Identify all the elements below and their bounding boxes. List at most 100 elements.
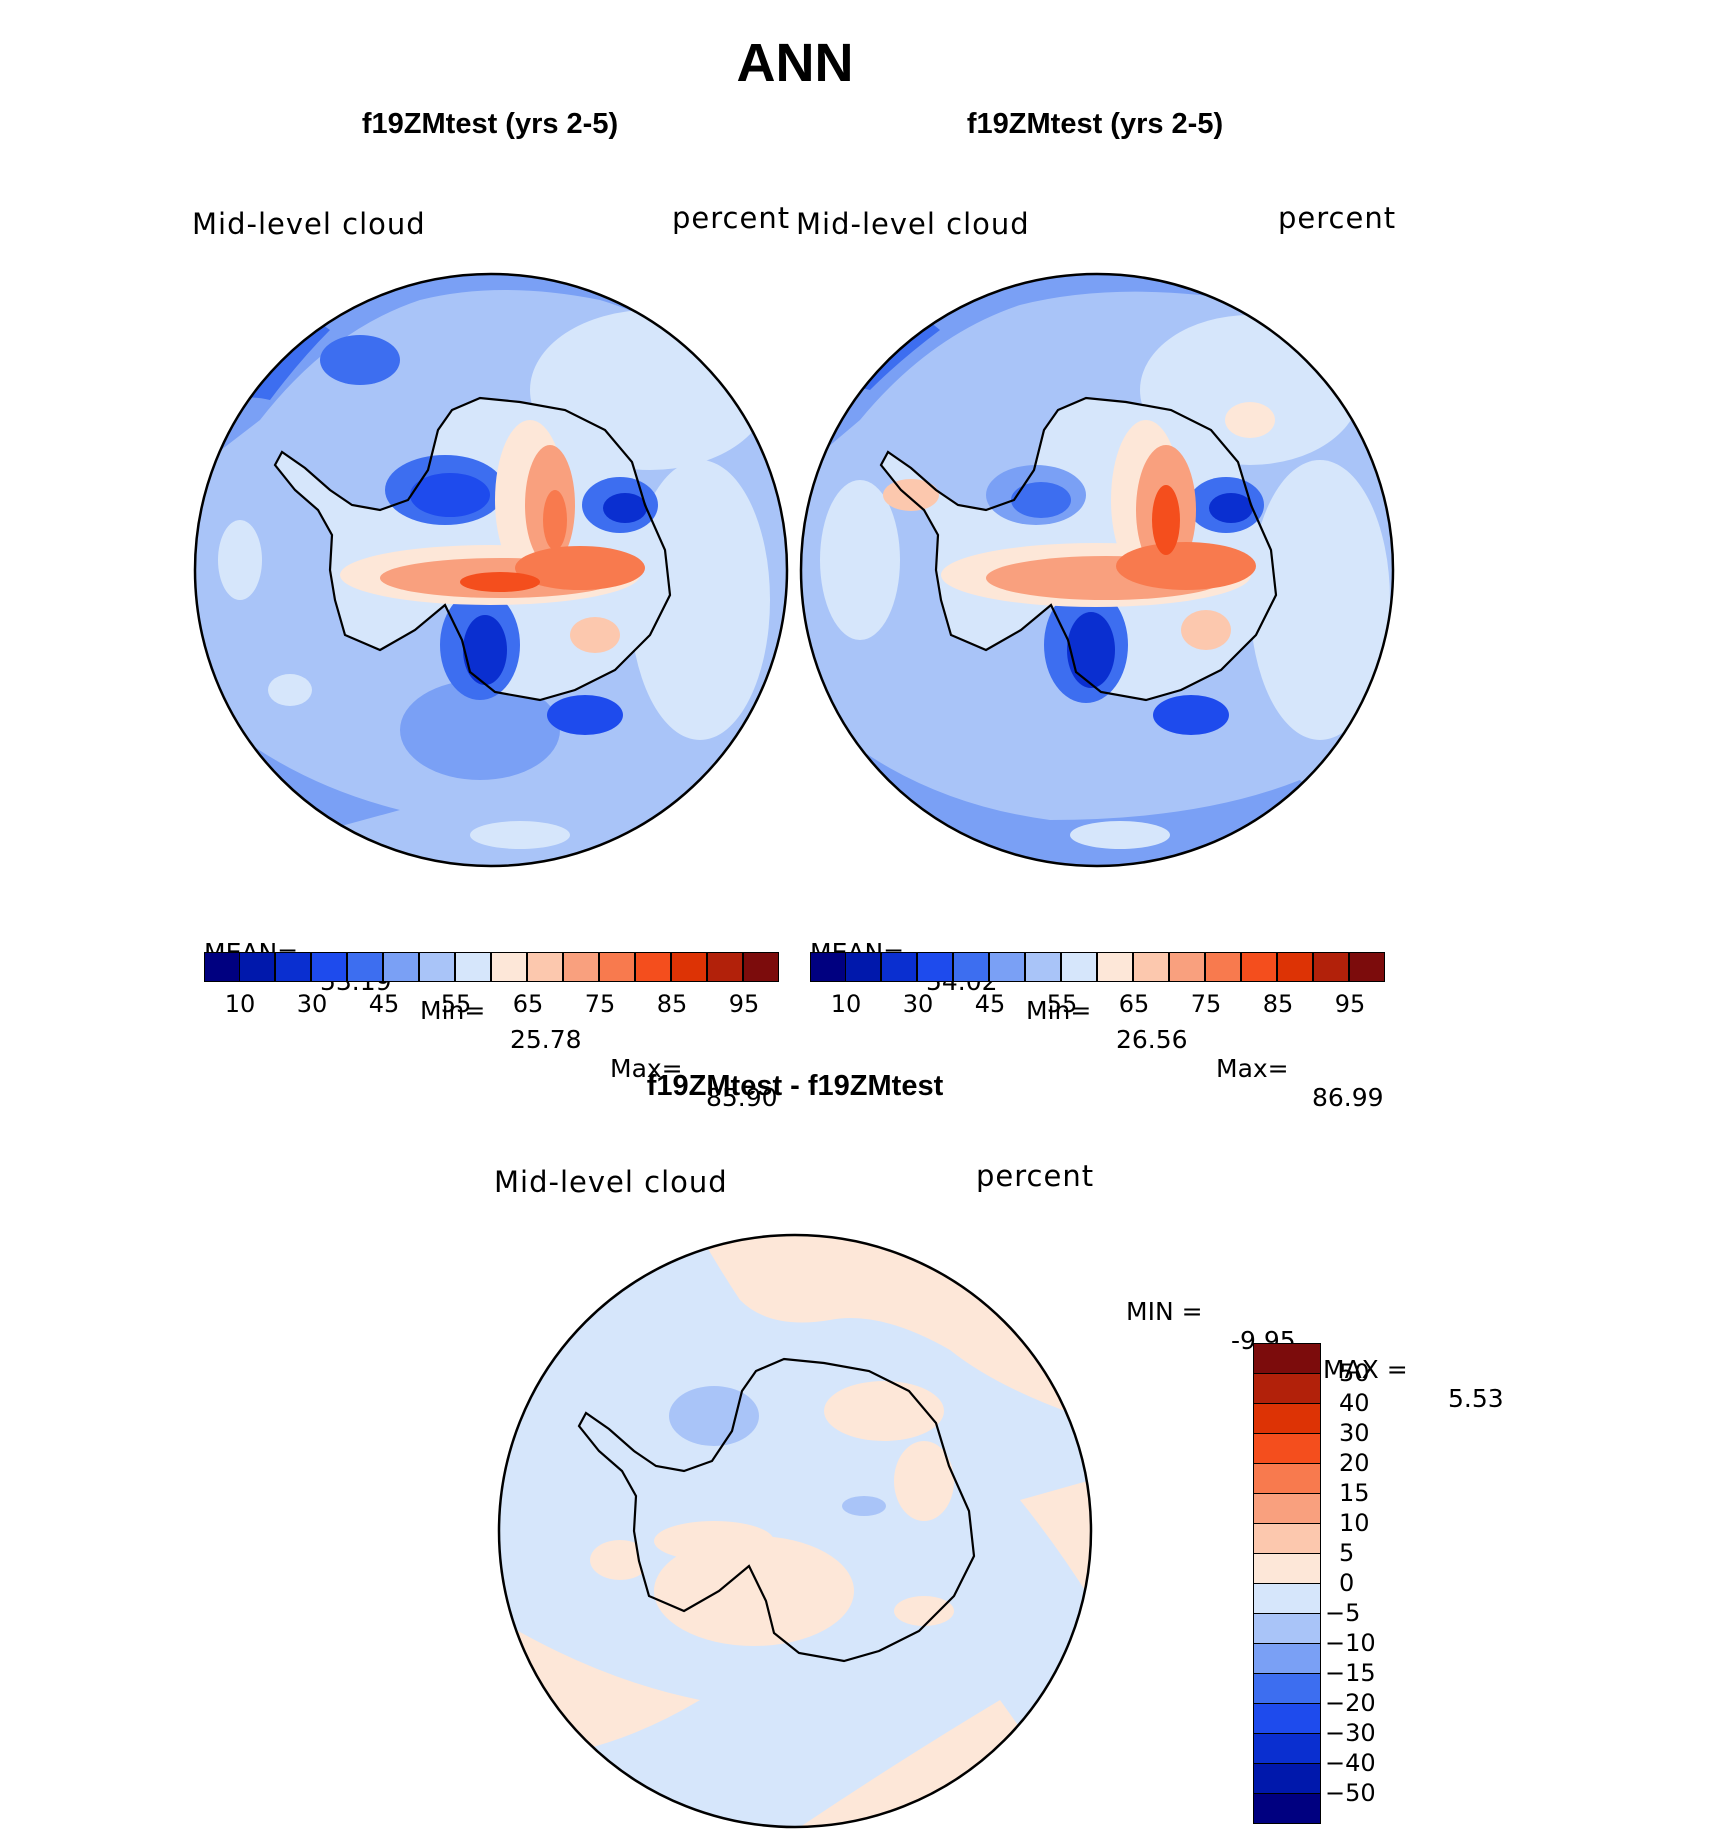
colorbar-swatch <box>635 952 671 982</box>
colorbar-swatch <box>204 952 240 982</box>
panel2-min-label: Min= <box>1026 996 1092 1025</box>
colorbar-tick-label: 85 <box>1262 990 1294 1018</box>
colorbar-tick-label: −30 <box>1325 1719 1376 1747</box>
colorbar-swatch <box>845 952 881 982</box>
panel1-max-label: Max= <box>610 1054 683 1083</box>
colorbar-tick-label: 0 <box>1339 1569 1355 1597</box>
colorbar-swatch <box>1253 1763 1321 1794</box>
panel1-variable-label: Mid-level cloud <box>192 207 426 241</box>
panel2-max-value: 86.99 <box>1312 1083 1384 1112</box>
colorbar-swatch <box>707 952 743 982</box>
colorbar-tick-label: 45 <box>974 990 1006 1018</box>
colorbar-panel3-ticks: 50 40 30 20 15 10 5 0 −5 −10 −15 −20 −30 −40 −50 <box>1325 1343 1405 1823</box>
colorbar-swatch <box>1097 952 1133 982</box>
colorbar-swatch <box>1253 1673 1321 1704</box>
colorbar-swatch <box>1253 1343 1321 1374</box>
colorbar-tick-label: 45 <box>368 990 400 1018</box>
colorbar-swatch <box>275 952 311 982</box>
colorbar-swatch <box>1253 1433 1321 1464</box>
colorbar-swatch <box>881 952 917 982</box>
colorbar-swatch <box>1313 952 1349 982</box>
panel3-max-label: MAX = <box>1323 1355 1408 1384</box>
page-title: ANN <box>736 33 854 93</box>
panel2-variable-label: Mid-level cloud <box>796 207 1030 241</box>
colorbar-swatch <box>1253 1703 1321 1734</box>
colorbar-tick-label: 10 <box>830 990 862 1018</box>
colorbar-panel3 <box>1253 1343 1321 1824</box>
colorbar-tick-label: 30 <box>296 990 328 1018</box>
colorbar-swatch <box>527 952 563 982</box>
colorbar-tick-label: 65 <box>512 990 544 1018</box>
colorbar-tick-label: 75 <box>584 990 616 1018</box>
colorbar-swatch <box>1253 1523 1321 1554</box>
panel2-title: f19ZMtest (yrs 2-5) <box>966 108 1224 140</box>
panel1-units-label: percent <box>672 201 791 235</box>
colorbar-swatch <box>311 952 347 982</box>
panel3-units-label: percent <box>976 1159 1095 1193</box>
colorbar-panel2 <box>810 952 1386 982</box>
colorbar-tick-label: 75 <box>1190 990 1222 1018</box>
colorbar-tick-label: 10 <box>1339 1509 1370 1537</box>
colorbar-swatch <box>347 952 383 982</box>
colorbar-swatch <box>1253 1583 1321 1614</box>
colorbar-tick-label: 55 <box>440 990 472 1018</box>
colorbar-tick-label: 40 <box>1339 1389 1370 1417</box>
colorbar-swatch <box>563 952 599 982</box>
colorbar-tick-label: 95 <box>728 990 760 1018</box>
colorbar-swatch <box>1025 952 1061 982</box>
colorbar-swatch <box>1253 1373 1321 1404</box>
colorbar-swatch <box>810 952 846 982</box>
panel1-min-label: Min= <box>420 996 486 1025</box>
colorbar-tick-label: 30 <box>902 990 934 1018</box>
colorbar-swatch <box>1253 1793 1321 1824</box>
colorbar-swatch <box>1349 952 1385 982</box>
colorbar-swatch <box>1253 1553 1321 1584</box>
map-panel3 <box>499 1235 1091 1827</box>
colorbar-swatch <box>1133 952 1169 982</box>
colorbar-tick-label: 10 <box>224 990 256 1018</box>
panel3-variable-label: Mid-level cloud <box>494 1165 728 1199</box>
colorbar-swatch <box>1241 952 1277 982</box>
panel2-stats: MEAN= 54.02 Min= 26.56 Max= 86.99 <box>810 909 1386 1112</box>
panel3-title: f19ZMtest - f19ZMtest <box>646 1070 944 1102</box>
colorbar-tick-label: 50 <box>1339 1359 1370 1387</box>
colorbar-swatch <box>953 952 989 982</box>
colorbar-swatch <box>455 952 491 982</box>
colorbar-swatch <box>1253 1643 1321 1674</box>
colorbar-tick-label: 15 <box>1339 1479 1370 1507</box>
colorbar-panel2-ticks: 10 30 45 55 65 75 85 95 <box>810 990 1386 1020</box>
colorbar-panel1 <box>204 952 780 982</box>
colorbar-swatch <box>1205 952 1241 982</box>
colorbar-tick-label: −50 <box>1325 1779 1376 1807</box>
colorbar-swatch <box>1253 1463 1321 1494</box>
colorbar-tick-label: 65 <box>1118 990 1150 1018</box>
colorbar-tick-label: 20 <box>1339 1449 1370 1477</box>
colorbar-swatch <box>1061 952 1097 982</box>
panel3-min-label: MIN = <box>1126 1297 1203 1326</box>
colorbar-swatch <box>671 952 707 982</box>
panel2-max-label: Max= <box>1216 1054 1289 1083</box>
panel1-title: f19ZMtest (yrs 2-5) <box>361 108 619 140</box>
panel1-min-value: 25.78 <box>510 1025 582 1054</box>
colorbar-panel1-ticks: 10 30 45 55 65 75 85 95 <box>204 990 780 1020</box>
colorbar-tick-label: 95 <box>1334 990 1366 1018</box>
colorbar-tick-label: −15 <box>1325 1659 1376 1687</box>
colorbar-swatch <box>1169 952 1205 982</box>
colorbar-tick-label: 85 <box>656 990 688 1018</box>
colorbar-tick-label: −10 <box>1325 1629 1376 1657</box>
colorbar-tick-label: 5 <box>1339 1539 1355 1567</box>
colorbar-swatch <box>1253 1613 1321 1644</box>
colorbar-swatch <box>383 952 419 982</box>
colorbar-swatch <box>419 952 455 982</box>
colorbar-swatch <box>599 952 635 982</box>
colorbar-tick-label: 55 <box>1046 990 1078 1018</box>
panel1-max-value: 85.90 <box>706 1083 778 1112</box>
colorbar-swatch <box>1253 1403 1321 1434</box>
colorbar-swatch <box>1253 1493 1321 1524</box>
panel2-min-value: 26.56 <box>1116 1025 1188 1054</box>
colorbar-swatch <box>917 952 953 982</box>
colorbar-swatch <box>239 952 275 982</box>
colorbar-tick-label: 30 <box>1339 1419 1370 1447</box>
panel3-stats: MIN = -9.95 MAX = 5.53 <box>1126 1268 1526 1413</box>
